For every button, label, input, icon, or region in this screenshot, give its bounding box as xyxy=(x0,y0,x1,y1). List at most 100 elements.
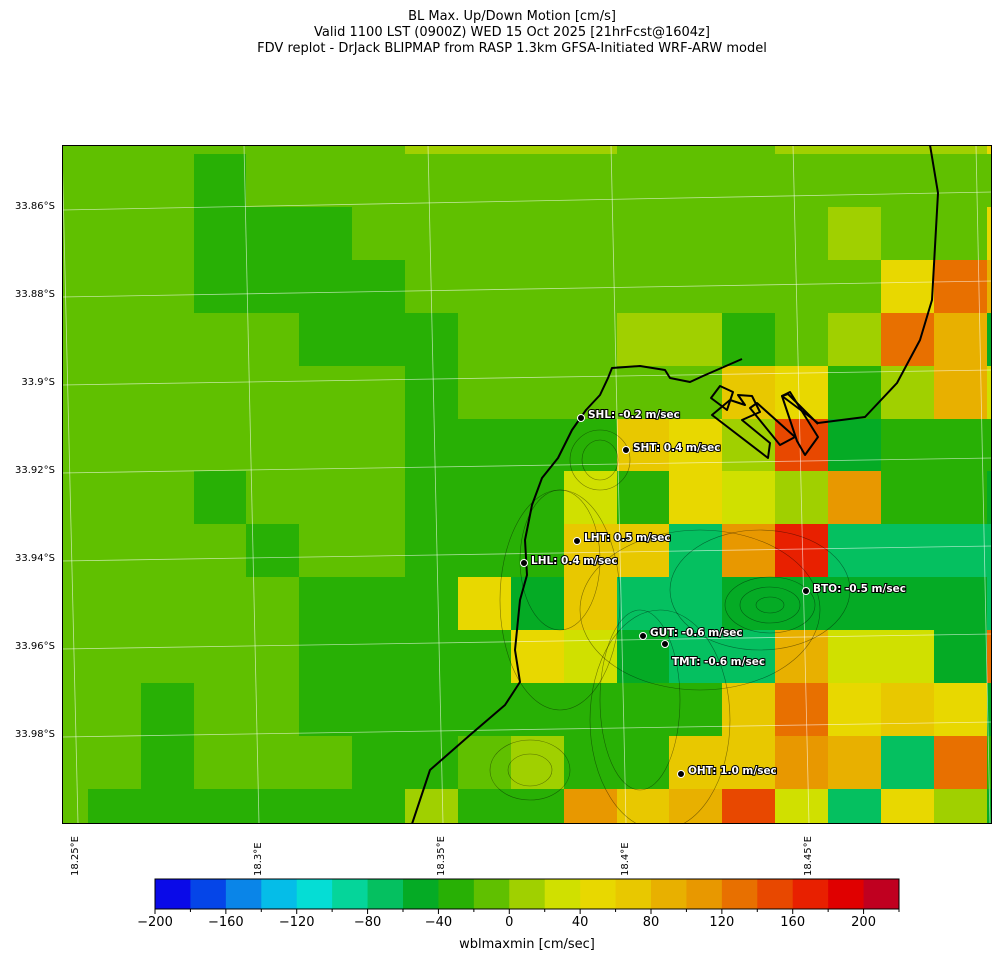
grid-cell xyxy=(194,630,247,684)
station-tmt[interactable]: TMT: -0.6 m/sec xyxy=(661,640,766,669)
grid-cell xyxy=(246,366,300,420)
colorbar-title: wblmaxmin [cm/sec] xyxy=(459,937,595,952)
grid-cell xyxy=(617,145,670,155)
station-label: GUT: -0.6 m/sec xyxy=(650,627,743,639)
grid-cell xyxy=(775,207,829,261)
colorbar-tick-label: −160 xyxy=(207,915,244,930)
grid-cell xyxy=(62,524,89,578)
grid-cell xyxy=(194,471,247,525)
colorbar-bin xyxy=(403,879,439,909)
grid-cell xyxy=(564,154,618,208)
grid-cell xyxy=(141,260,195,314)
grid-cell xyxy=(299,145,353,155)
grid-cell xyxy=(299,736,353,790)
grid-cell xyxy=(352,419,406,472)
station-lht[interactable]: LHT: 0.5 m/sec xyxy=(573,531,672,545)
grid-cell xyxy=(564,419,618,472)
grid-cell xyxy=(299,471,353,525)
grid-cell xyxy=(934,313,988,367)
plot-frame xyxy=(62,145,992,824)
grid-cell xyxy=(564,260,618,314)
colorbar-bin xyxy=(296,879,333,909)
grid-cell xyxy=(194,736,247,790)
grid-cell xyxy=(194,366,247,420)
grid-cell xyxy=(564,630,618,684)
grid-cell xyxy=(511,419,565,472)
grid-cell xyxy=(511,524,565,578)
grid-cell xyxy=(352,207,406,261)
grid-cell xyxy=(352,577,406,631)
grid-cell xyxy=(828,630,882,684)
grid-cell xyxy=(617,207,670,261)
grid-cell xyxy=(246,313,300,367)
grid-cell xyxy=(669,207,723,261)
grid-cell xyxy=(564,313,618,367)
station-bto[interactable]: BTO: -0.5 m/sec xyxy=(802,582,907,596)
lon-line xyxy=(243,145,260,824)
grid-cell xyxy=(88,736,142,790)
lat-tick-label: 33.86°S xyxy=(15,201,55,212)
station-marker[interactable] xyxy=(639,632,647,640)
grid-cell xyxy=(141,524,195,578)
grid-cell xyxy=(352,366,406,420)
coastline xyxy=(411,145,939,824)
grid-cell xyxy=(352,683,406,737)
grid-cell xyxy=(405,630,459,684)
grid-cell xyxy=(722,736,776,790)
grid-cell xyxy=(141,313,195,367)
grid-cell xyxy=(828,260,882,314)
grid-cell xyxy=(88,145,142,155)
station-shl[interactable]: SHL: -0.2 m/sec xyxy=(577,408,681,422)
colorbar-bin xyxy=(225,879,262,909)
grid-cell xyxy=(299,207,353,261)
colorbar-tick-label: 120 xyxy=(709,915,735,930)
station-lhl[interactable]: LHL: 0.4 m/sec xyxy=(520,554,619,568)
grid-cell xyxy=(352,260,406,314)
grid-cell xyxy=(987,366,992,420)
station-marker[interactable] xyxy=(802,587,810,595)
station-marker[interactable] xyxy=(661,640,669,648)
station-marker[interactable] xyxy=(577,414,585,422)
grid-cell xyxy=(775,154,829,208)
grid-cell xyxy=(881,789,935,824)
grid-cell xyxy=(564,683,618,737)
grid-cell xyxy=(88,789,142,824)
lon-line xyxy=(792,145,810,824)
colorbar-bin xyxy=(473,879,510,909)
colorbar-bin xyxy=(721,879,758,909)
station-label: SHL: -0.2 m/sec xyxy=(588,409,680,421)
station-sht[interactable]: SHT: 0.4 m/sec xyxy=(622,441,721,455)
grid-cell xyxy=(246,145,300,155)
grid-cell xyxy=(722,145,776,155)
grid-cell xyxy=(458,471,512,525)
grid-cell xyxy=(458,313,512,367)
colorbar-tick-label: 80 xyxy=(642,915,660,930)
grid-cell xyxy=(828,683,882,737)
station-label: LHT: 0.5 m/sec xyxy=(584,532,671,544)
grid-cell xyxy=(246,471,300,525)
grid-cell xyxy=(722,683,776,737)
station-marker[interactable] xyxy=(622,446,630,454)
station-marker[interactable] xyxy=(573,537,581,545)
station-marker[interactable] xyxy=(520,559,528,567)
lat-tick-label: 33.92°S xyxy=(15,465,55,476)
colorbar-bin xyxy=(261,879,298,909)
grid-cell xyxy=(617,683,670,737)
grid-cell xyxy=(617,313,670,367)
station-gut[interactable]: GUT: -0.6 m/sec xyxy=(639,626,744,640)
station-oht[interactable]: OHT: 1.0 m/sec xyxy=(677,764,778,778)
grid-cell xyxy=(246,419,300,472)
grid-cell xyxy=(62,154,89,208)
grid-cell xyxy=(246,524,300,578)
grid-cell xyxy=(934,207,988,261)
grid-cell xyxy=(617,419,670,472)
station-label: OHT: 1.0 m/sec xyxy=(688,765,777,777)
grid-cell xyxy=(987,260,992,314)
grid-cell xyxy=(511,366,565,420)
grid-cell xyxy=(617,789,670,824)
station-marker[interactable] xyxy=(677,770,685,778)
grid-cell xyxy=(564,577,618,631)
colorbar-bin xyxy=(580,879,617,909)
grid-cell xyxy=(458,683,512,737)
grid-cell xyxy=(62,419,89,472)
